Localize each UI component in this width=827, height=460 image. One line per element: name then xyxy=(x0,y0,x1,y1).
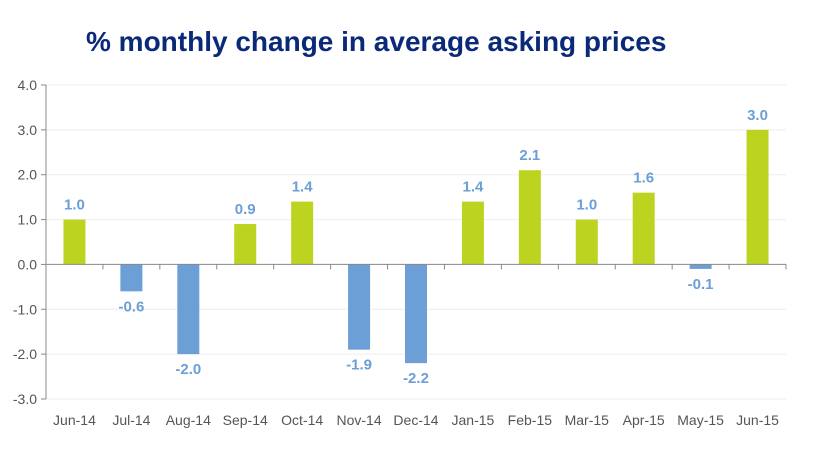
x-tick-label: Feb-15 xyxy=(508,412,553,428)
data-label: 1.0 xyxy=(576,197,597,214)
data-label: -0.1 xyxy=(688,276,714,293)
x-axis-tick-labels: Jun-14 Jul-14 Aug-14 Sep-14 Oct-14 Nov-14 Dec-… xyxy=(53,412,779,428)
bar xyxy=(689,264,712,269)
bar xyxy=(348,264,371,350)
x-tick-label: Jun-14 xyxy=(53,412,96,428)
data-label: 1.6 xyxy=(633,170,654,187)
bar xyxy=(63,219,86,265)
data-label: -2.2 xyxy=(403,370,429,387)
chart-title: % monthly change in average asking price… xyxy=(86,26,667,57)
data-label: -2.0 xyxy=(175,361,201,378)
data-label: 1.4 xyxy=(292,179,314,196)
y-tick-label: 2.0 xyxy=(18,167,38,183)
bar xyxy=(575,219,598,265)
data-label: 1.4 xyxy=(462,179,484,196)
y-tick-label: 4.0 xyxy=(18,77,38,93)
data-label: 0.9 xyxy=(235,201,256,218)
y-tick-label: -3.0 xyxy=(13,391,37,407)
x-tick-label: Sep-14 xyxy=(223,412,268,428)
bar xyxy=(291,201,314,265)
y-tick-label: 0.0 xyxy=(18,256,38,272)
data-label: -0.6 xyxy=(118,298,144,315)
x-tick-label: Aug-14 xyxy=(166,412,211,428)
bar xyxy=(405,264,427,364)
x-tick-label: May-15 xyxy=(677,412,724,428)
x-tick-label: Jul-14 xyxy=(112,412,150,428)
axes xyxy=(41,84,787,400)
data-labels: 1.0 -0.6 -2.0 0.9 1.4 -1.9 -2.2 1.4 2.1 1.0 1.6 -0.… xyxy=(64,107,768,387)
bars xyxy=(63,129,769,364)
x-tick-label: Jan-15 xyxy=(452,412,495,428)
bar xyxy=(632,192,655,265)
x-tick-label: Jun-15 xyxy=(736,412,779,428)
data-label: 1.0 xyxy=(64,197,85,214)
data-label: -1.9 xyxy=(346,357,372,374)
bar xyxy=(461,201,484,265)
y-tick-label: 1.0 xyxy=(18,212,38,228)
bar xyxy=(120,264,143,292)
y-tick-label: 3.0 xyxy=(18,122,38,138)
x-tick-label: Oct-14 xyxy=(281,412,323,428)
x-tick-label: Apr-15 xyxy=(623,412,665,428)
y-axis-tick-labels: 4.0 3.0 2.0 1.0 0.0 -1.0 -2.0 -3.0 xyxy=(13,77,37,407)
bar xyxy=(746,129,769,265)
data-label: 3.0 xyxy=(747,107,768,124)
x-tick-label: Dec-14 xyxy=(393,412,438,428)
bar xyxy=(518,170,541,265)
bar xyxy=(177,264,200,355)
y-tick-label: -1.0 xyxy=(13,301,37,317)
x-tick-label: Nov-14 xyxy=(337,412,382,428)
y-tick-label: -2.0 xyxy=(13,346,37,362)
bar xyxy=(234,224,257,265)
data-label: 2.1 xyxy=(519,147,540,164)
x-tick-label: Mar-15 xyxy=(565,412,610,428)
